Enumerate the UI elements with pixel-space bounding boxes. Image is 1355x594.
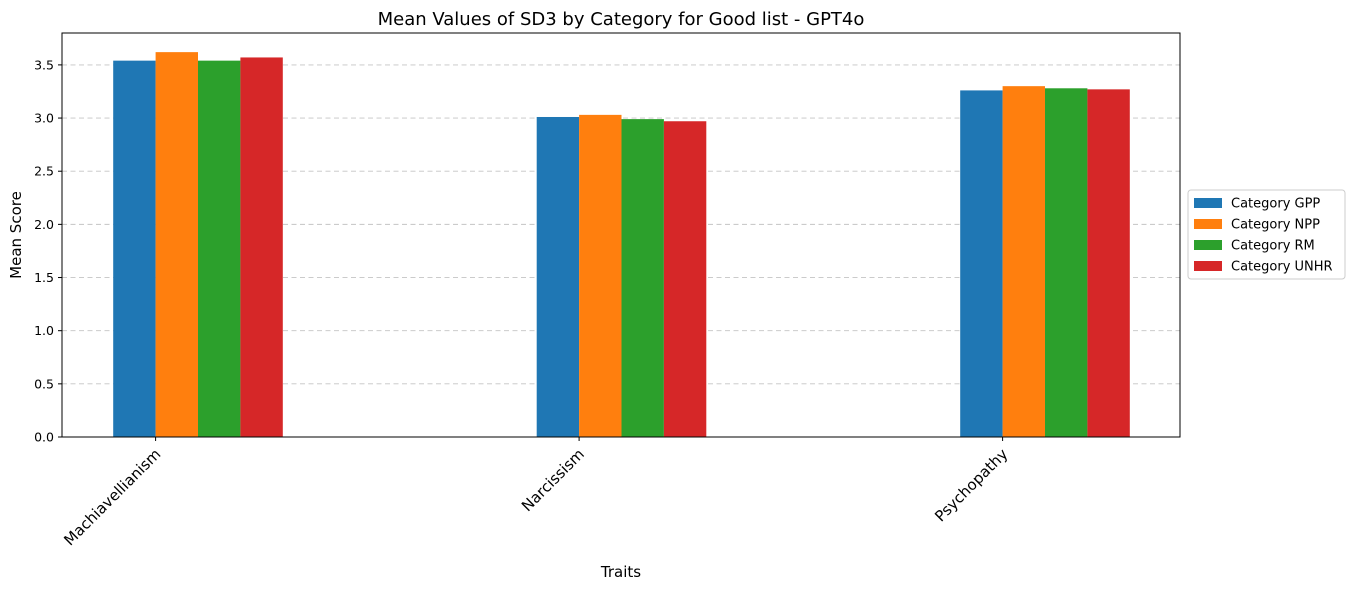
chart-title: Mean Values of SD3 by Category for Good … [378, 9, 865, 30]
legend-label: Category GPP [1231, 197, 1320, 212]
bar-narcissism-category-unhr [663, 121, 707, 438]
legend-swatch [1194, 261, 1222, 271]
bar-psychopathy-category-rm [1045, 88, 1088, 437]
x-tick-label: Machiavellianism [60, 445, 164, 549]
x-tick-label: Narcissism [518, 445, 588, 515]
x-tick-label: Psychopathy [931, 445, 1011, 525]
bar-psychopathy-category-npp [1002, 86, 1045, 437]
bar-psychopathy-category-unhr [1087, 89, 1130, 438]
bar-machiavellianism-category-rm [198, 60, 241, 438]
x-axis-label: Traits [600, 563, 641, 581]
legend-label: Category RM [1231, 239, 1315, 254]
bar-psychopathy-category-gpp [960, 90, 1003, 438]
legend-label: Category NPP [1231, 218, 1320, 233]
bar-machiavellianism-category-npp [155, 52, 198, 437]
legend-box [1187, 189, 1346, 280]
y-tick-label: 2.5 [34, 164, 54, 179]
y-tick-label: 2.0 [34, 217, 54, 232]
legend-swatch [1194, 219, 1222, 229]
bar-narcissism-category-gpp [536, 116, 580, 437]
bar-machiavellianism-category-gpp [113, 60, 156, 438]
legend-swatch [1194, 240, 1222, 250]
bar-machiavellianism-category-unhr [240, 57, 283, 437]
y-tick-label: 1.5 [34, 270, 54, 285]
legend-label: Category UNHR [1231, 260, 1333, 275]
legend: Category GPP Category NPP Category RM Categ… [1187, 189, 1346, 280]
plot-frame [61, 32, 1181, 438]
y-tick-label: 3.0 [34, 111, 54, 126]
bar-narcissism-category-npp [579, 114, 622, 437]
y-axis-label: Mean Score [7, 191, 25, 279]
bar-narcissism-category-rm [621, 119, 664, 438]
y-tick-label: 0.5 [34, 376, 54, 391]
bars [113, 52, 1130, 438]
y-tick-label: 0.0 [34, 430, 54, 445]
y-tick-label: 3.5 [34, 57, 54, 72]
legend-swatch [1194, 198, 1222, 208]
y-tick-label: 1.0 [34, 323, 54, 338]
